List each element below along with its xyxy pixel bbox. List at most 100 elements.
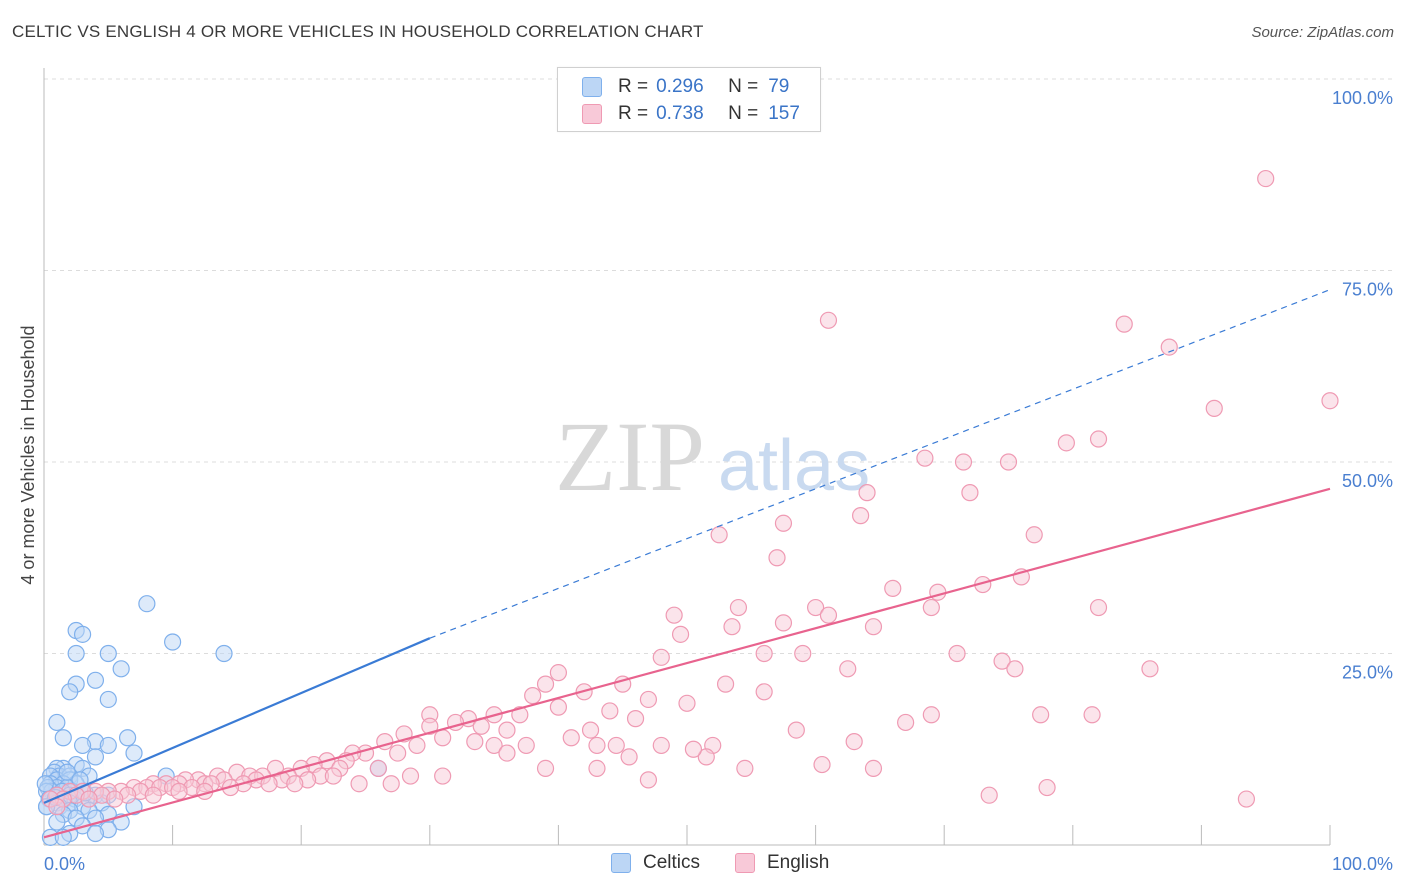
celtics-point[interactable]	[67, 644, 85, 663]
celtics-point[interactable]	[58, 763, 76, 781]
english-point[interactable]	[787, 721, 805, 739]
english-point[interactable]	[922, 598, 940, 617]
english-point[interactable]	[639, 690, 658, 709]
english-point[interactable]	[517, 736, 535, 755]
english-point[interactable]	[922, 706, 940, 724]
celtics-point[interactable]	[125, 744, 143, 762]
english-point[interactable]	[813, 755, 831, 774]
english-point[interactable]	[806, 598, 825, 617]
english-point[interactable]	[652, 648, 670, 666]
english-point[interactable]	[562, 729, 580, 747]
english-point[interactable]	[697, 748, 715, 766]
english-point[interactable]	[1032, 706, 1050, 724]
english-point[interactable]	[170, 782, 188, 800]
english-point[interactable]	[626, 710, 645, 728]
english-point[interactable]	[1083, 706, 1101, 724]
celtics-point[interactable]	[54, 729, 72, 747]
english-point[interactable]	[954, 453, 973, 471]
celtics-point[interactable]	[99, 736, 117, 755]
english-point[interactable]	[710, 526, 728, 544]
english-point[interactable]	[382, 775, 400, 793]
english-point[interactable]	[639, 771, 658, 789]
english-point[interactable]	[774, 514, 793, 532]
celtics-point[interactable]	[99, 644, 117, 663]
celtics-point[interactable]	[36, 775, 54, 793]
english-point[interactable]	[768, 549, 786, 567]
celtics-point[interactable]	[112, 660, 130, 678]
english-point[interactable]	[961, 484, 979, 502]
english-point[interactable]	[755, 644, 773, 663]
english-point[interactable]	[498, 744, 516, 762]
english-point[interactable]	[434, 729, 452, 747]
legend-item-celtics[interactable]: Celtics	[611, 852, 700, 874]
english-point[interactable]	[549, 698, 568, 716]
celtics-point[interactable]	[118, 729, 137, 747]
english-point[interactable]	[755, 683, 773, 701]
celtics-point[interactable]	[86, 748, 105, 766]
english-point[interactable]	[1237, 790, 1256, 808]
english-point[interactable]	[607, 736, 625, 755]
english-point[interactable]	[536, 675, 555, 693]
celtics-point[interactable]	[73, 736, 92, 755]
celtics-point[interactable]	[73, 625, 92, 643]
english-point[interactable]	[678, 694, 696, 712]
english-point[interactable]	[106, 790, 124, 808]
english-point[interactable]	[80, 790, 98, 808]
celtics-point[interactable]	[48, 813, 66, 831]
english-point[interactable]	[929, 583, 947, 601]
english-point[interactable]	[324, 767, 342, 785]
english-point[interactable]	[1025, 526, 1043, 544]
english-point[interactable]	[144, 786, 162, 804]
english-point[interactable]	[588, 736, 606, 755]
english-point[interactable]	[897, 713, 915, 732]
english-point[interactable]	[389, 744, 407, 762]
english-point[interactable]	[858, 484, 876, 502]
celtics-point[interactable]	[164, 633, 182, 651]
english-point[interactable]	[511, 706, 529, 724]
english-point[interactable]	[916, 449, 934, 467]
celtics-point[interactable]	[86, 824, 105, 843]
english-point[interactable]	[819, 606, 838, 624]
english-point[interactable]	[601, 702, 619, 720]
english-point[interactable]	[524, 687, 542, 705]
english-point[interactable]	[671, 625, 690, 643]
english-point[interactable]	[774, 614, 793, 632]
celtics-point[interactable]	[61, 683, 79, 701]
english-point[interactable]	[1089, 598, 1108, 617]
english-point[interactable]	[948, 644, 966, 663]
english-point[interactable]	[864, 759, 883, 778]
celtics-point[interactable]	[48, 713, 66, 732]
legend-item-english[interactable]: English	[735, 852, 829, 874]
english-point[interactable]	[498, 721, 516, 739]
english-point[interactable]	[794, 644, 812, 663]
english-point[interactable]	[408, 736, 426, 755]
english-point[interactable]	[839, 660, 857, 678]
english-point[interactable]	[350, 775, 368, 793]
english-point[interactable]	[581, 721, 600, 739]
english-point[interactable]	[369, 759, 387, 778]
english-point[interactable]	[1038, 778, 1056, 797]
english-point[interactable]	[536, 759, 555, 778]
english-point[interactable]	[652, 736, 670, 755]
english-point[interactable]	[1006, 660, 1024, 678]
english-point[interactable]	[845, 732, 863, 751]
english-point[interactable]	[1257, 169, 1275, 188]
english-point[interactable]	[48, 798, 66, 816]
english-point[interactable]	[665, 606, 683, 624]
english-point[interactable]	[819, 311, 838, 329]
english-point[interactable]	[401, 767, 420, 785]
english-point[interactable]	[485, 736, 503, 755]
celtics-point[interactable]	[99, 690, 117, 709]
english-point[interactable]	[1141, 660, 1159, 678]
english-point[interactable]	[999, 453, 1018, 471]
english-point[interactable]	[736, 759, 754, 778]
english-point[interactable]	[466, 732, 484, 751]
celtics-point[interactable]	[215, 644, 233, 663]
english-point[interactable]	[286, 775, 304, 793]
english-point[interactable]	[852, 507, 870, 525]
english-point[interactable]	[434, 767, 452, 785]
celtics-point[interactable]	[138, 595, 156, 613]
english-point[interactable]	[1321, 392, 1339, 410]
english-point[interactable]	[549, 664, 568, 682]
english-point[interactable]	[980, 786, 998, 804]
